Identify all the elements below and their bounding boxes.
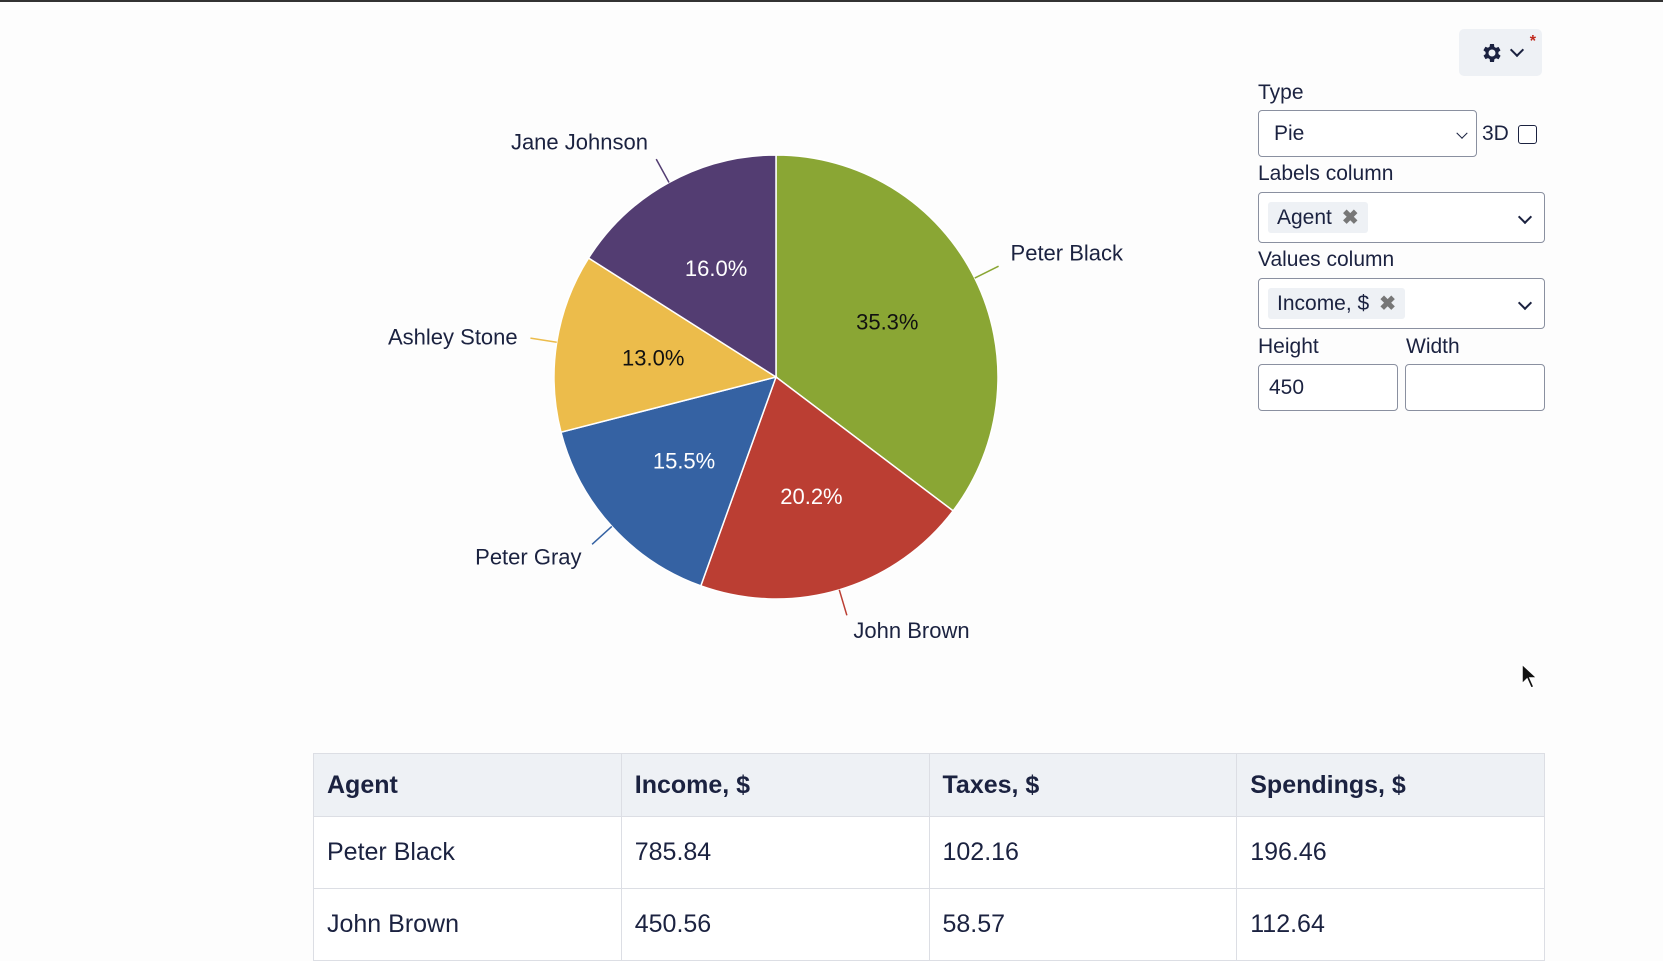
column-header[interactable]: Spendings, $ xyxy=(1236,753,1545,817)
labels-column-tag: Agent ✖ xyxy=(1268,202,1368,233)
labels-column-label: Labels column xyxy=(1258,162,1394,185)
slice-name-label: Jane Johnson xyxy=(511,129,648,154)
slice-percent-label: 16.0% xyxy=(685,256,747,281)
slice-percent-label: 35.3% xyxy=(856,310,918,335)
tag-label: Income, $ xyxy=(1277,291,1370,315)
table-cell: Peter Black xyxy=(313,816,622,889)
height-input[interactable]: 450 xyxy=(1258,364,1398,411)
width-input[interactable] xyxy=(1405,364,1545,411)
chevron-down-icon[interactable] xyxy=(1517,295,1533,310)
table-cell: 58.57 xyxy=(928,888,1238,961)
table-row: John Brown 450.56 58.57 112.64 xyxy=(313,888,1545,961)
chevron-down-icon xyxy=(1509,42,1524,58)
labels-column-select[interactable]: Agent ✖ xyxy=(1258,192,1545,243)
chart-settings-button[interactable]: * xyxy=(1459,29,1542,76)
leader-line xyxy=(974,265,999,279)
slice-percent-label: 13.0% xyxy=(622,346,684,371)
pie-slice[interactable] xyxy=(775,154,999,512)
leader-line xyxy=(530,337,557,344)
slice-name-label: Peter Black xyxy=(1011,240,1124,265)
height-input-value: 450 xyxy=(1269,375,1305,399)
leader-line xyxy=(655,158,670,183)
gear-icon xyxy=(1482,43,1501,62)
chevron-down-icon[interactable] xyxy=(1517,209,1533,224)
3d-label: 3D xyxy=(1482,122,1509,145)
table-cell: 112.64 xyxy=(1236,888,1545,961)
values-column-tag: Income, $ ✖ xyxy=(1268,288,1405,319)
3d-checkbox[interactable] xyxy=(1518,125,1537,144)
table-cell: 102.16 xyxy=(928,816,1238,889)
table-row: Peter Black 785.84 102.16 196.46 xyxy=(313,816,1545,889)
slice-name-label: Peter Gray xyxy=(475,544,581,569)
mouse-cursor-icon xyxy=(1521,662,1539,689)
remove-tag-icon[interactable]: ✖ xyxy=(1379,293,1396,315)
column-header[interactable]: Income, $ xyxy=(620,753,930,817)
pie-slice[interactable] xyxy=(699,375,955,600)
table-cell: John Brown xyxy=(313,888,622,961)
width-label: Width xyxy=(1406,335,1460,358)
values-column-select[interactable]: Income, $ ✖ xyxy=(1258,278,1545,329)
type-label: Type xyxy=(1258,81,1304,104)
type-select[interactable]: Pie xyxy=(1258,110,1477,157)
column-header[interactable]: Taxes, $ xyxy=(928,753,1238,817)
type-select-value: Pie xyxy=(1274,121,1305,145)
column-header[interactable]: Agent xyxy=(313,753,622,817)
data-table: Agent Income, $ Taxes, $ Spendings, $ Pe… xyxy=(313,753,1545,961)
leader-line xyxy=(838,589,848,616)
remove-tag-icon[interactable]: ✖ xyxy=(1341,207,1359,229)
height-label: Height xyxy=(1258,335,1319,358)
chevron-down-icon xyxy=(1456,127,1468,139)
pie-slice[interactable] xyxy=(553,257,778,434)
tag-label: Agent xyxy=(1277,205,1332,229)
slice-name-label: Ashley Stone xyxy=(388,325,518,350)
table-header-row: Agent Income, $ Taxes, $ Spendings, $ xyxy=(313,753,1545,817)
modified-marker: * xyxy=(1529,33,1536,50)
table-cell: 785.84 xyxy=(620,816,930,889)
slice-percent-label: 20.2% xyxy=(780,484,842,509)
table-cell: 450.56 xyxy=(620,888,930,961)
slice-percent-label: 15.5% xyxy=(653,449,715,474)
table-cell: 196.46 xyxy=(1236,816,1545,889)
pie-chart: 35.3% Peter Black 20.2% John Brown 15.5% Pete… xyxy=(388,129,1124,643)
slice-name-label: John Brown xyxy=(853,618,969,643)
leader-line xyxy=(591,525,613,545)
values-column-label: Values column xyxy=(1258,248,1395,271)
